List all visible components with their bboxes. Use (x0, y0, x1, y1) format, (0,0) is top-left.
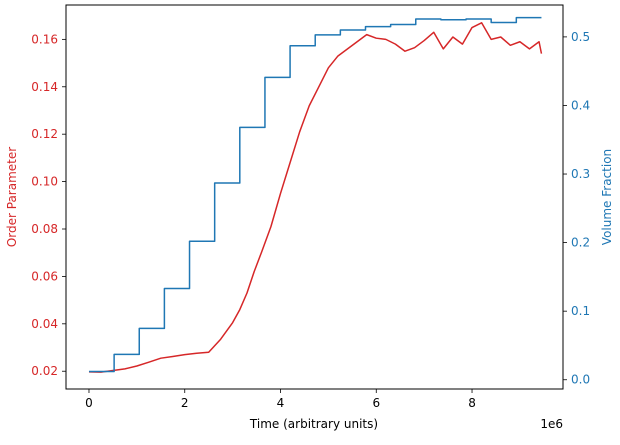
right-y-axis-label: Volume Fraction (600, 149, 614, 245)
x-tick-label: 8 (468, 396, 476, 410)
x-axis: 0 2 4 6 8 (85, 389, 476, 410)
left-y-tick-label: 0.12 (31, 127, 58, 141)
volume-fraction-series-line (88, 16, 542, 373)
x-axis-offset-label: 1e6 (540, 417, 563, 431)
plot-frame (65, 4, 564, 390)
right-y-tick-label: 0.4 (571, 98, 590, 112)
left-y-tick-label: 0.16 (31, 32, 58, 46)
x-tick-label: 4 (277, 396, 285, 410)
right-y-tick-label: 0.0 (571, 373, 590, 387)
left-y-axis: 0.02 0.04 0.06 0.08 0.10 0.12 0.14 0.16 (31, 32, 66, 378)
x-tick-label: 0 (85, 396, 93, 410)
left-y-tick-label: 0.08 (31, 222, 58, 236)
right-y-tick-label: 0.2 (571, 236, 590, 250)
left-y-axis-label: Order Parameter (5, 147, 19, 247)
x-axis-label: Time (arbitrary units) (249, 417, 378, 431)
left-y-tick-label: 0.06 (31, 269, 58, 283)
left-y-tick-label: 0.10 (31, 175, 58, 189)
right-y-tick-label: 0.3 (571, 167, 590, 181)
right-y-axis: 0.0 0.1 0.2 0.3 0.4 0.5 (563, 30, 590, 387)
right-y-tick-label: 0.5 (571, 30, 590, 44)
x-tick-label: 6 (372, 396, 380, 410)
left-y-tick-label: 0.02 (31, 364, 58, 378)
plot-lines (88, 16, 543, 373)
left-y-tick-label: 0.04 (31, 317, 58, 331)
x-tick-label: 2 (181, 396, 189, 410)
left-y-tick-label: 0.14 (31, 80, 58, 94)
right-y-tick-label: 0.1 (571, 304, 590, 318)
order-parameter-series-line (88, 22, 543, 373)
